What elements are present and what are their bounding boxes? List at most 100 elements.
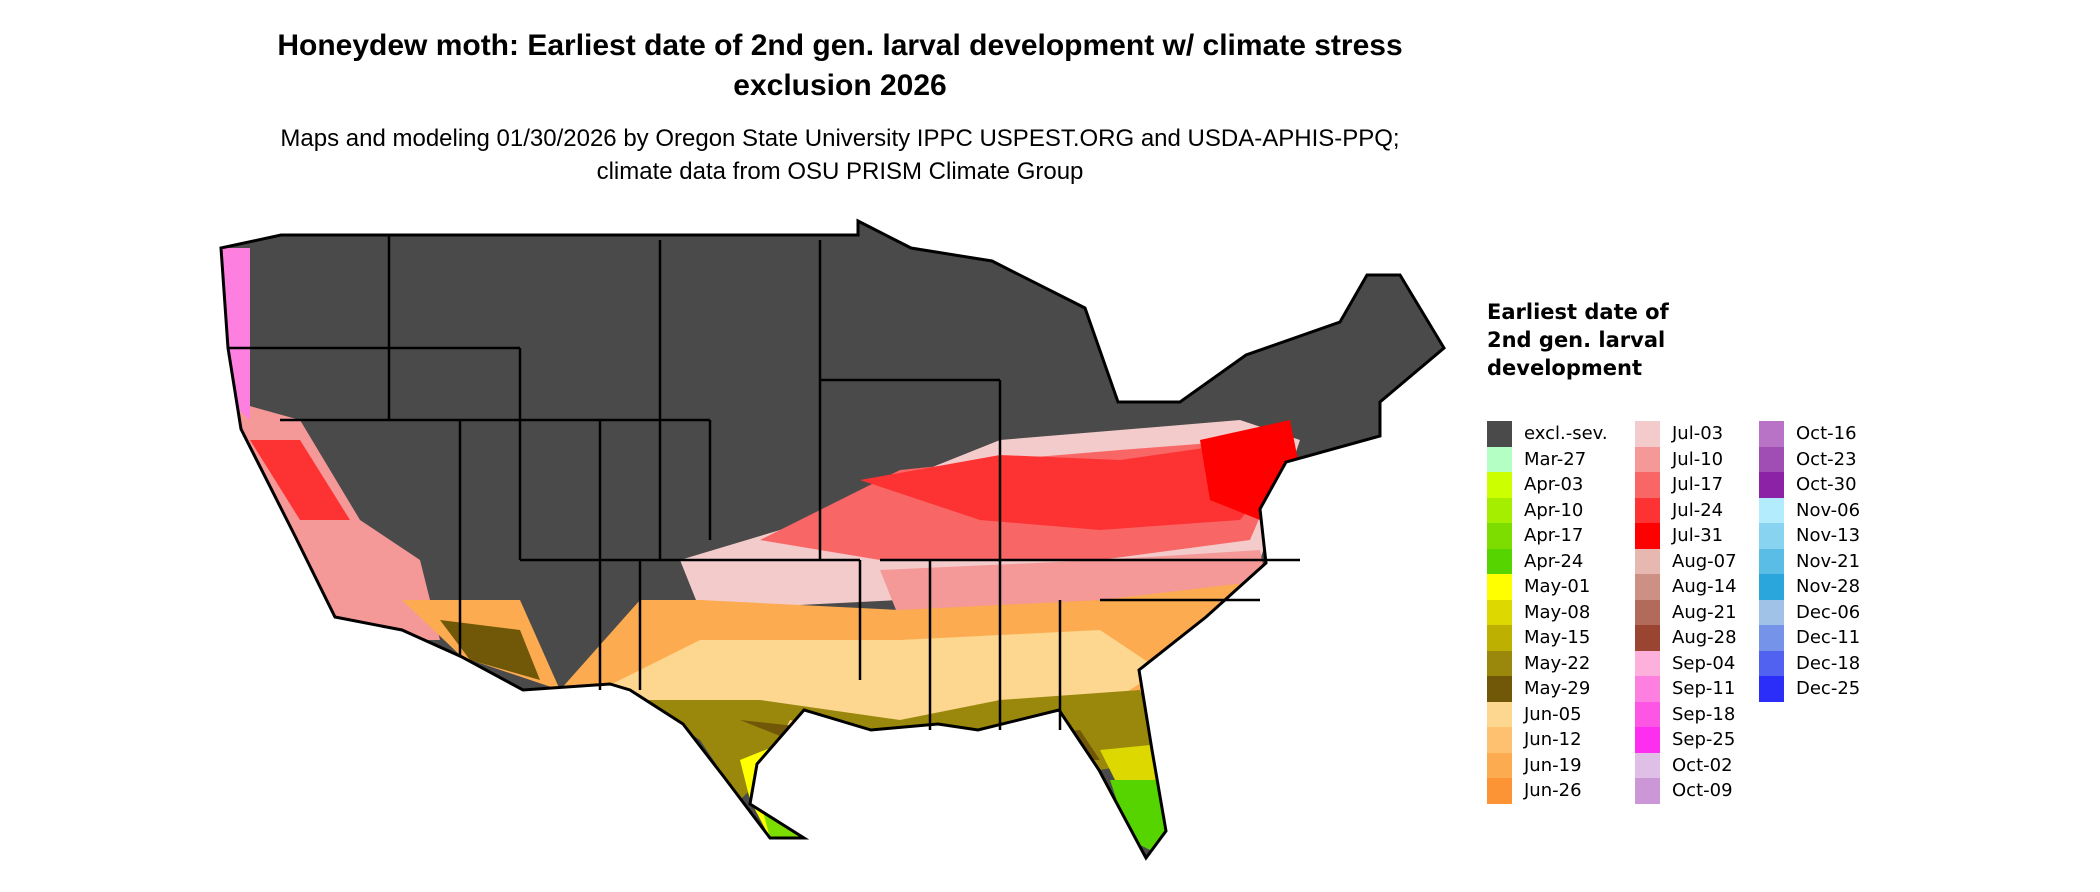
legend-label: Aug-21 [1672,601,1737,623]
legend-label: Jul-24 [1672,499,1724,521]
legend-label: May-08 [1524,601,1591,623]
legend-item: Jun-26 [1487,778,1582,804]
legend-label: Jun-12 [1524,729,1582,751]
legend-label: May-29 [1524,678,1591,700]
legend-label: Nov-28 [1796,576,1861,598]
legend-label: Dec-06 [1796,601,1861,623]
legend-item: Jul-03 [1635,421,1723,447]
legend-item: May-22 [1487,650,1590,676]
legend-item: Oct-09 [1635,778,1733,804]
legend-item: May-15 [1487,625,1590,651]
legend-label: Sep-11 [1672,678,1736,700]
legend-swatch [1487,599,1512,625]
legend-item: May-29 [1487,676,1590,702]
legend-swatch [1635,752,1660,778]
legend-item: Sep-11 [1635,676,1735,702]
legend-label: Apr-17 [1524,525,1584,547]
legend-swatch [1759,625,1784,651]
legend-item: Sep-04 [1635,650,1736,676]
legend-label: Oct-16 [1796,423,1857,445]
legend-label: Aug-14 [1672,576,1737,598]
region-florida-green [1110,780,1170,858]
legend-swatch [1487,727,1512,753]
legend-item: Oct-02 [1635,752,1733,778]
legend-swatch [1487,701,1512,727]
legend-label: Jul-17 [1672,474,1724,496]
legend-item: Oct-30 [1759,472,1857,498]
legend-item: Apr-17 [1487,523,1583,549]
legend-item: Jul-24 [1635,497,1724,523]
legend-item: Aug-21 [1635,599,1737,625]
legend-swatch [1759,548,1784,574]
legend-item: Nov-13 [1759,523,1860,549]
legend-swatch [1635,625,1660,651]
legend-label: May-15 [1524,627,1591,649]
legend-label: Apr-24 [1524,550,1584,572]
legend-item: Aug-07 [1635,548,1737,574]
legend-item: May-01 [1487,574,1590,600]
legend-swatch [1759,676,1784,702]
legend-swatch [1759,599,1784,625]
legend-label: Apr-03 [1524,474,1584,496]
legend-swatch [1635,548,1660,574]
legend-item: Jul-17 [1635,472,1723,498]
legend-item: Oct-23 [1759,446,1857,472]
legend-item: Jun-12 [1487,727,1582,753]
legend-item: Apr-10 [1487,497,1583,523]
legend-label: Nov-06 [1796,499,1861,521]
legend-swatch [1487,574,1512,600]
legend-label: excl.-sev. [1524,423,1608,445]
legend-label: Jul-03 [1672,423,1724,445]
legend-swatch [1487,752,1512,778]
legend-item: Nov-06 [1759,497,1861,523]
map-title: Honeydew moth: Earliest date of 2nd gen.… [277,29,1403,102]
legend-item: Apr-03 [1487,472,1583,498]
legend-item: Sep-18 [1635,701,1736,727]
legend-item: Jul-10 [1635,446,1724,472]
legend-label: Dec-11 [1796,627,1861,649]
legend-label: Oct-23 [1796,448,1857,470]
region-ohio-red [860,440,1290,530]
legend-label: Jun-05 [1524,703,1582,725]
legend-swatch [1759,650,1784,676]
legend-item: Nov-28 [1759,574,1860,600]
legend-label: Oct-09 [1672,780,1733,802]
legend-label: Sep-04 [1672,652,1736,674]
legend-swatch [1635,778,1660,804]
legend-swatch [1759,446,1784,472]
legend-label: Nov-21 [1796,550,1861,572]
legend-label: Jun-19 [1524,754,1582,776]
legend-label: Mar-27 [1524,448,1587,470]
legend-swatch [1635,523,1660,549]
legend-swatch [1487,523,1512,549]
legend-item: Oct-16 [1759,421,1857,447]
legend-swatch [1635,676,1660,702]
legend-label: Aug-07 [1672,550,1737,572]
legend-item: May-08 [1487,599,1591,625]
legend-label: Aug-28 [1672,627,1737,649]
legend-item: Jul-31 [1635,523,1723,549]
legend-swatch [1635,599,1660,625]
legend-item: Jun-19 [1487,752,1582,778]
legend-label: Jul-10 [1672,448,1724,470]
map-subtitle: Maps and modeling 01/30/2026 by Oregon S… [280,125,1400,185]
legend-item: Aug-14 [1635,574,1737,600]
legend-swatch [1635,650,1660,676]
legend-label: Sep-25 [1672,729,1736,751]
state-borders [228,235,1300,730]
legend-swatch [1635,421,1660,447]
legend-item: Sep-25 [1635,727,1735,753]
legend-swatch [1487,472,1512,498]
legend-swatch [1759,421,1784,447]
legend-label: Oct-02 [1672,754,1733,776]
region-california-red [250,440,350,520]
legend-swatch [1487,676,1512,702]
legend-label: Sep-18 [1672,703,1736,725]
legend-swatch [1759,472,1784,498]
legend-swatch [1635,446,1660,472]
legend-swatch [1759,523,1784,549]
legend-swatch [1487,778,1512,804]
legend-item: Dec-18 [1759,650,1860,676]
legend-item: Jun-05 [1487,701,1582,727]
legend-label: Jun-26 [1524,780,1582,802]
